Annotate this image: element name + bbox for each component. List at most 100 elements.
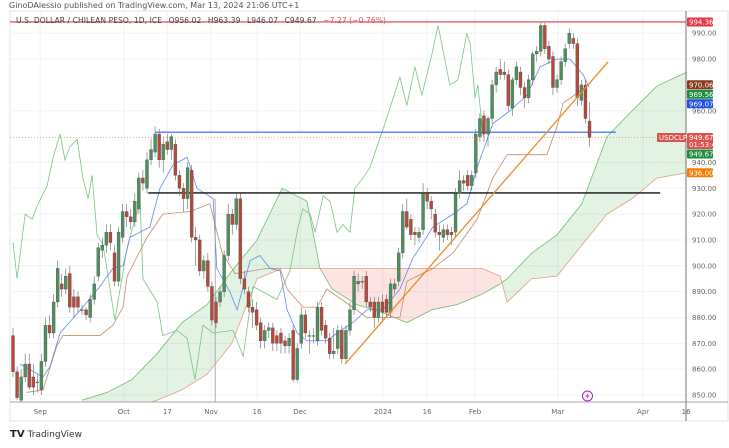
price-labels: 994.36970.06969.56969.07949.6701:53:4694… bbox=[657, 17, 721, 178]
candle-body-bearish bbox=[291, 330, 295, 380]
candle-body-bearish bbox=[246, 291, 251, 308]
price-label-value: 969.56 bbox=[689, 91, 714, 99]
candle-body-bearish bbox=[575, 43, 579, 98]
candle bbox=[502, 61, 506, 80]
candle bbox=[356, 273, 360, 292]
footer: TV TradingView bbox=[10, 429, 82, 440]
time-axis[interactable]: Sep Oct 17 Nov 16 Dec 2024 16 Feb Mar Apr 16 bbox=[34, 408, 692, 416]
candle-body-bullish bbox=[96, 247, 100, 277]
candle bbox=[291, 325, 295, 383]
candle bbox=[567, 28, 571, 49]
price-tick-label: 990.00 bbox=[692, 30, 717, 38]
candle-body-bullish bbox=[376, 301, 381, 318]
candle-body-bullish bbox=[360, 281, 364, 283]
candle bbox=[129, 208, 133, 230]
candle-body-bullish bbox=[388, 283, 393, 313]
candle bbox=[68, 265, 72, 313]
price-label-bg bbox=[687, 17, 713, 27]
candle-body-bearish bbox=[587, 120, 592, 138]
candle bbox=[56, 260, 60, 308]
candle bbox=[571, 33, 575, 49]
candle bbox=[137, 172, 141, 215]
candle-body-bearish bbox=[157, 133, 161, 161]
candle bbox=[514, 61, 519, 85]
candle bbox=[27, 353, 31, 390]
candle-body-bearish bbox=[583, 84, 588, 119]
candle bbox=[279, 327, 283, 354]
candle-body-bearish bbox=[543, 25, 547, 49]
trendline[interactable] bbox=[344, 61, 609, 365]
candle-body-bullish bbox=[185, 167, 190, 199]
candle bbox=[384, 294, 389, 318]
price-tick-label: 850.00 bbox=[692, 392, 717, 400]
candle-body-bearish bbox=[279, 332, 283, 344]
candle-body-bearish bbox=[177, 175, 182, 189]
candle-body-bullish bbox=[133, 201, 137, 223]
tradingview-logo-icon[interactable]: TV bbox=[10, 429, 25, 440]
candle bbox=[380, 294, 385, 321]
candle-body-bearish bbox=[189, 170, 194, 238]
candle bbox=[409, 214, 413, 240]
candle bbox=[100, 237, 104, 259]
candle bbox=[189, 165, 194, 243]
candle bbox=[486, 115, 490, 147]
candle bbox=[238, 193, 243, 284]
price-label-bg bbox=[687, 99, 713, 109]
candle-body-bullish bbox=[356, 281, 360, 285]
cloud-segment-bearish bbox=[431, 268, 458, 310]
candle bbox=[108, 224, 113, 251]
candle-body-bullish bbox=[336, 330, 340, 349]
candle bbox=[263, 325, 267, 349]
candle-body-bearish bbox=[522, 87, 527, 98]
candle-body-bullish bbox=[392, 283, 397, 290]
plot-area[interactable] bbox=[10, 21, 687, 408]
candle bbox=[230, 208, 234, 235]
lightning-glyph bbox=[585, 392, 590, 400]
event-marker[interactable] bbox=[581, 390, 593, 402]
candle-body-bearish bbox=[429, 201, 433, 210]
candle bbox=[177, 170, 182, 197]
symbol-tag[interactable]: USDCLP bbox=[657, 132, 687, 142]
countdown-timer: 01:53:46 bbox=[689, 141, 721, 149]
candle-body-bullish bbox=[222, 255, 226, 292]
price-tick-label: 930.00 bbox=[692, 185, 717, 193]
price-tick-label: 880.00 bbox=[692, 314, 717, 322]
candle bbox=[425, 188, 429, 209]
candle-body-bullish bbox=[563, 48, 567, 62]
time-tick-label: Feb bbox=[469, 408, 482, 416]
candle bbox=[437, 224, 441, 251]
price-label-value: 936.00 bbox=[689, 169, 714, 177]
candle bbox=[433, 208, 437, 238]
candle bbox=[348, 301, 352, 336]
candle-body-bullish bbox=[417, 232, 421, 238]
candle-body-bearish bbox=[112, 252, 117, 282]
price-axis[interactable]: 990.00 980.00 960.00 940.00 930.00 920.00 910.… bbox=[692, 30, 717, 400]
candle-body-bullish bbox=[92, 283, 96, 300]
candle-body-bearish bbox=[303, 314, 307, 334]
symbol-name[interactable]: U.S. DOLLAR / CHILEAN PESO, 1D, ICE bbox=[16, 16, 163, 25]
candle-body-bullish bbox=[510, 79, 515, 109]
candle bbox=[311, 327, 316, 344]
candle bbox=[344, 325, 348, 362]
candle bbox=[254, 301, 259, 331]
candle bbox=[104, 224, 109, 253]
candle-body-bullish bbox=[23, 363, 27, 378]
cloud-segment-bullish bbox=[632, 86, 657, 199]
candle-body-bearish bbox=[242, 278, 247, 290]
candle bbox=[275, 330, 279, 352]
candle-body-bullish bbox=[267, 327, 271, 331]
candle bbox=[498, 59, 502, 80]
candle bbox=[332, 327, 336, 359]
candle bbox=[181, 183, 186, 212]
candle-body-bearish bbox=[141, 177, 145, 184]
candle bbox=[401, 203, 405, 259]
candle-body-bearish bbox=[165, 141, 169, 150]
candle bbox=[405, 198, 409, 230]
price-label-value: 949.67 bbox=[689, 134, 714, 142]
candle-body-bearish bbox=[328, 338, 332, 354]
brand-name[interactable]: TradingView bbox=[27, 429, 82, 440]
candle bbox=[372, 296, 376, 328]
publisher-line: GinoDAlessio published on TradingView.co… bbox=[9, 1, 300, 10]
candle bbox=[246, 286, 251, 313]
